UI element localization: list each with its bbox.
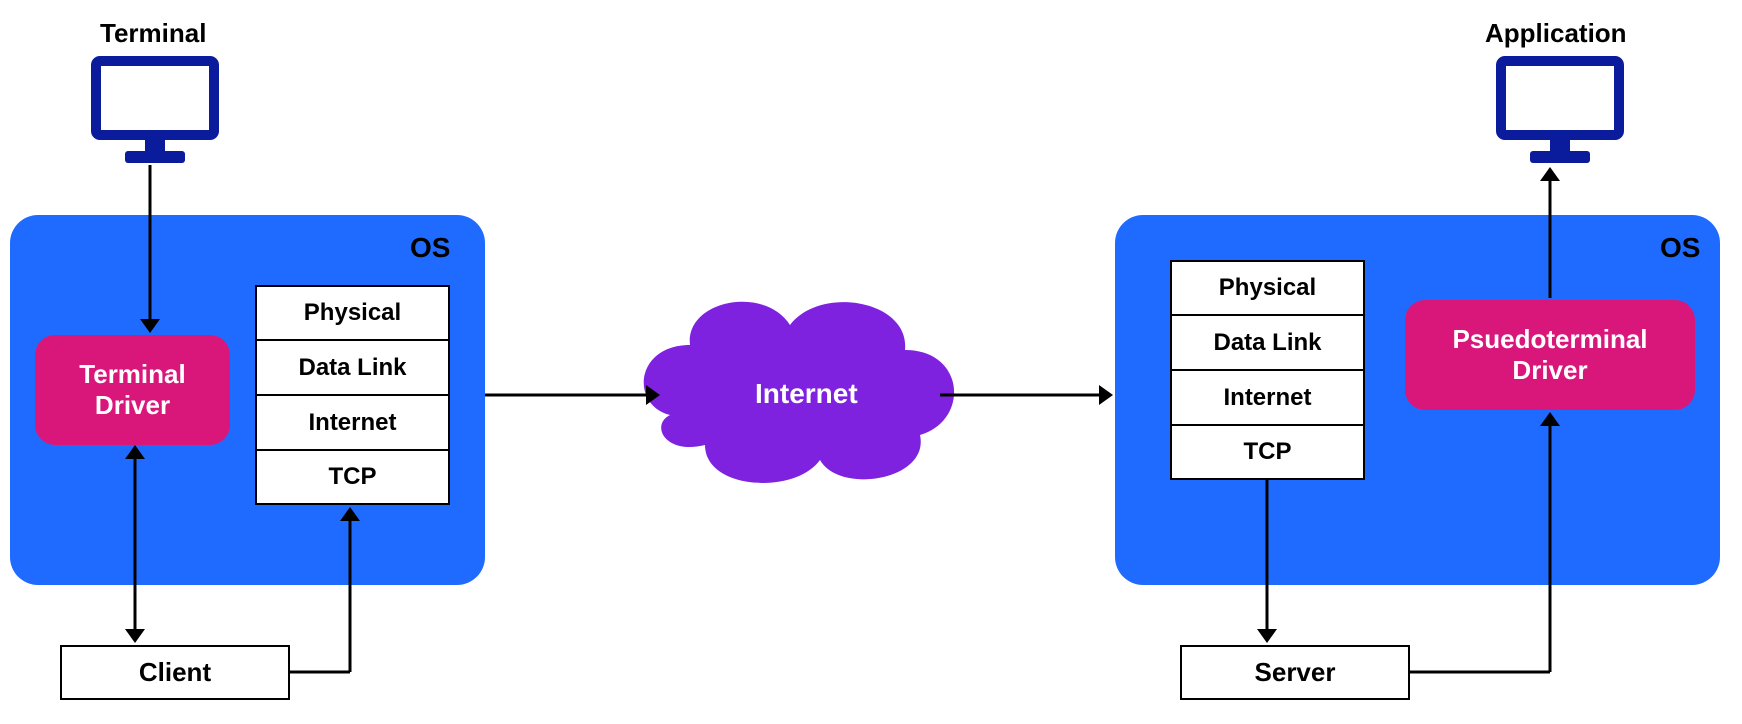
left-stack-layer-2: Internet [255, 395, 450, 450]
right-stack-layer-0: Physical [1170, 260, 1365, 315]
right-top-label: Application [1485, 18, 1627, 49]
application-monitor-icon [1495, 55, 1625, 165]
left-os-label: OS [410, 232, 450, 264]
left-stack-layer-3: TCP [255, 450, 450, 505]
left-stack-layer-1: Data Link [255, 340, 450, 395]
right-stack-layer-3: TCP [1170, 425, 1365, 480]
left-stack-layer-0: Physical [255, 285, 450, 340]
right-stack-layer-2: Internet [1170, 370, 1365, 425]
left-terminal-driver: Terminal Driver [35, 335, 230, 445]
right-stack-layer-1: Data Link [1170, 315, 1365, 370]
left-client-box: Client [60, 645, 290, 700]
left-driver-label: Terminal Driver [79, 359, 185, 421]
right-server-box: Server [1180, 645, 1410, 700]
right-driver-label: Psuedoterminal Driver [1452, 324, 1647, 386]
internet-cloud-label: Internet [755, 378, 858, 410]
terminal-monitor-icon [90, 55, 220, 165]
left-top-label: Terminal [100, 18, 206, 49]
right-pseudoterminal-driver: Psuedoterminal Driver [1405, 300, 1695, 410]
right-os-label: OS [1660, 232, 1700, 264]
